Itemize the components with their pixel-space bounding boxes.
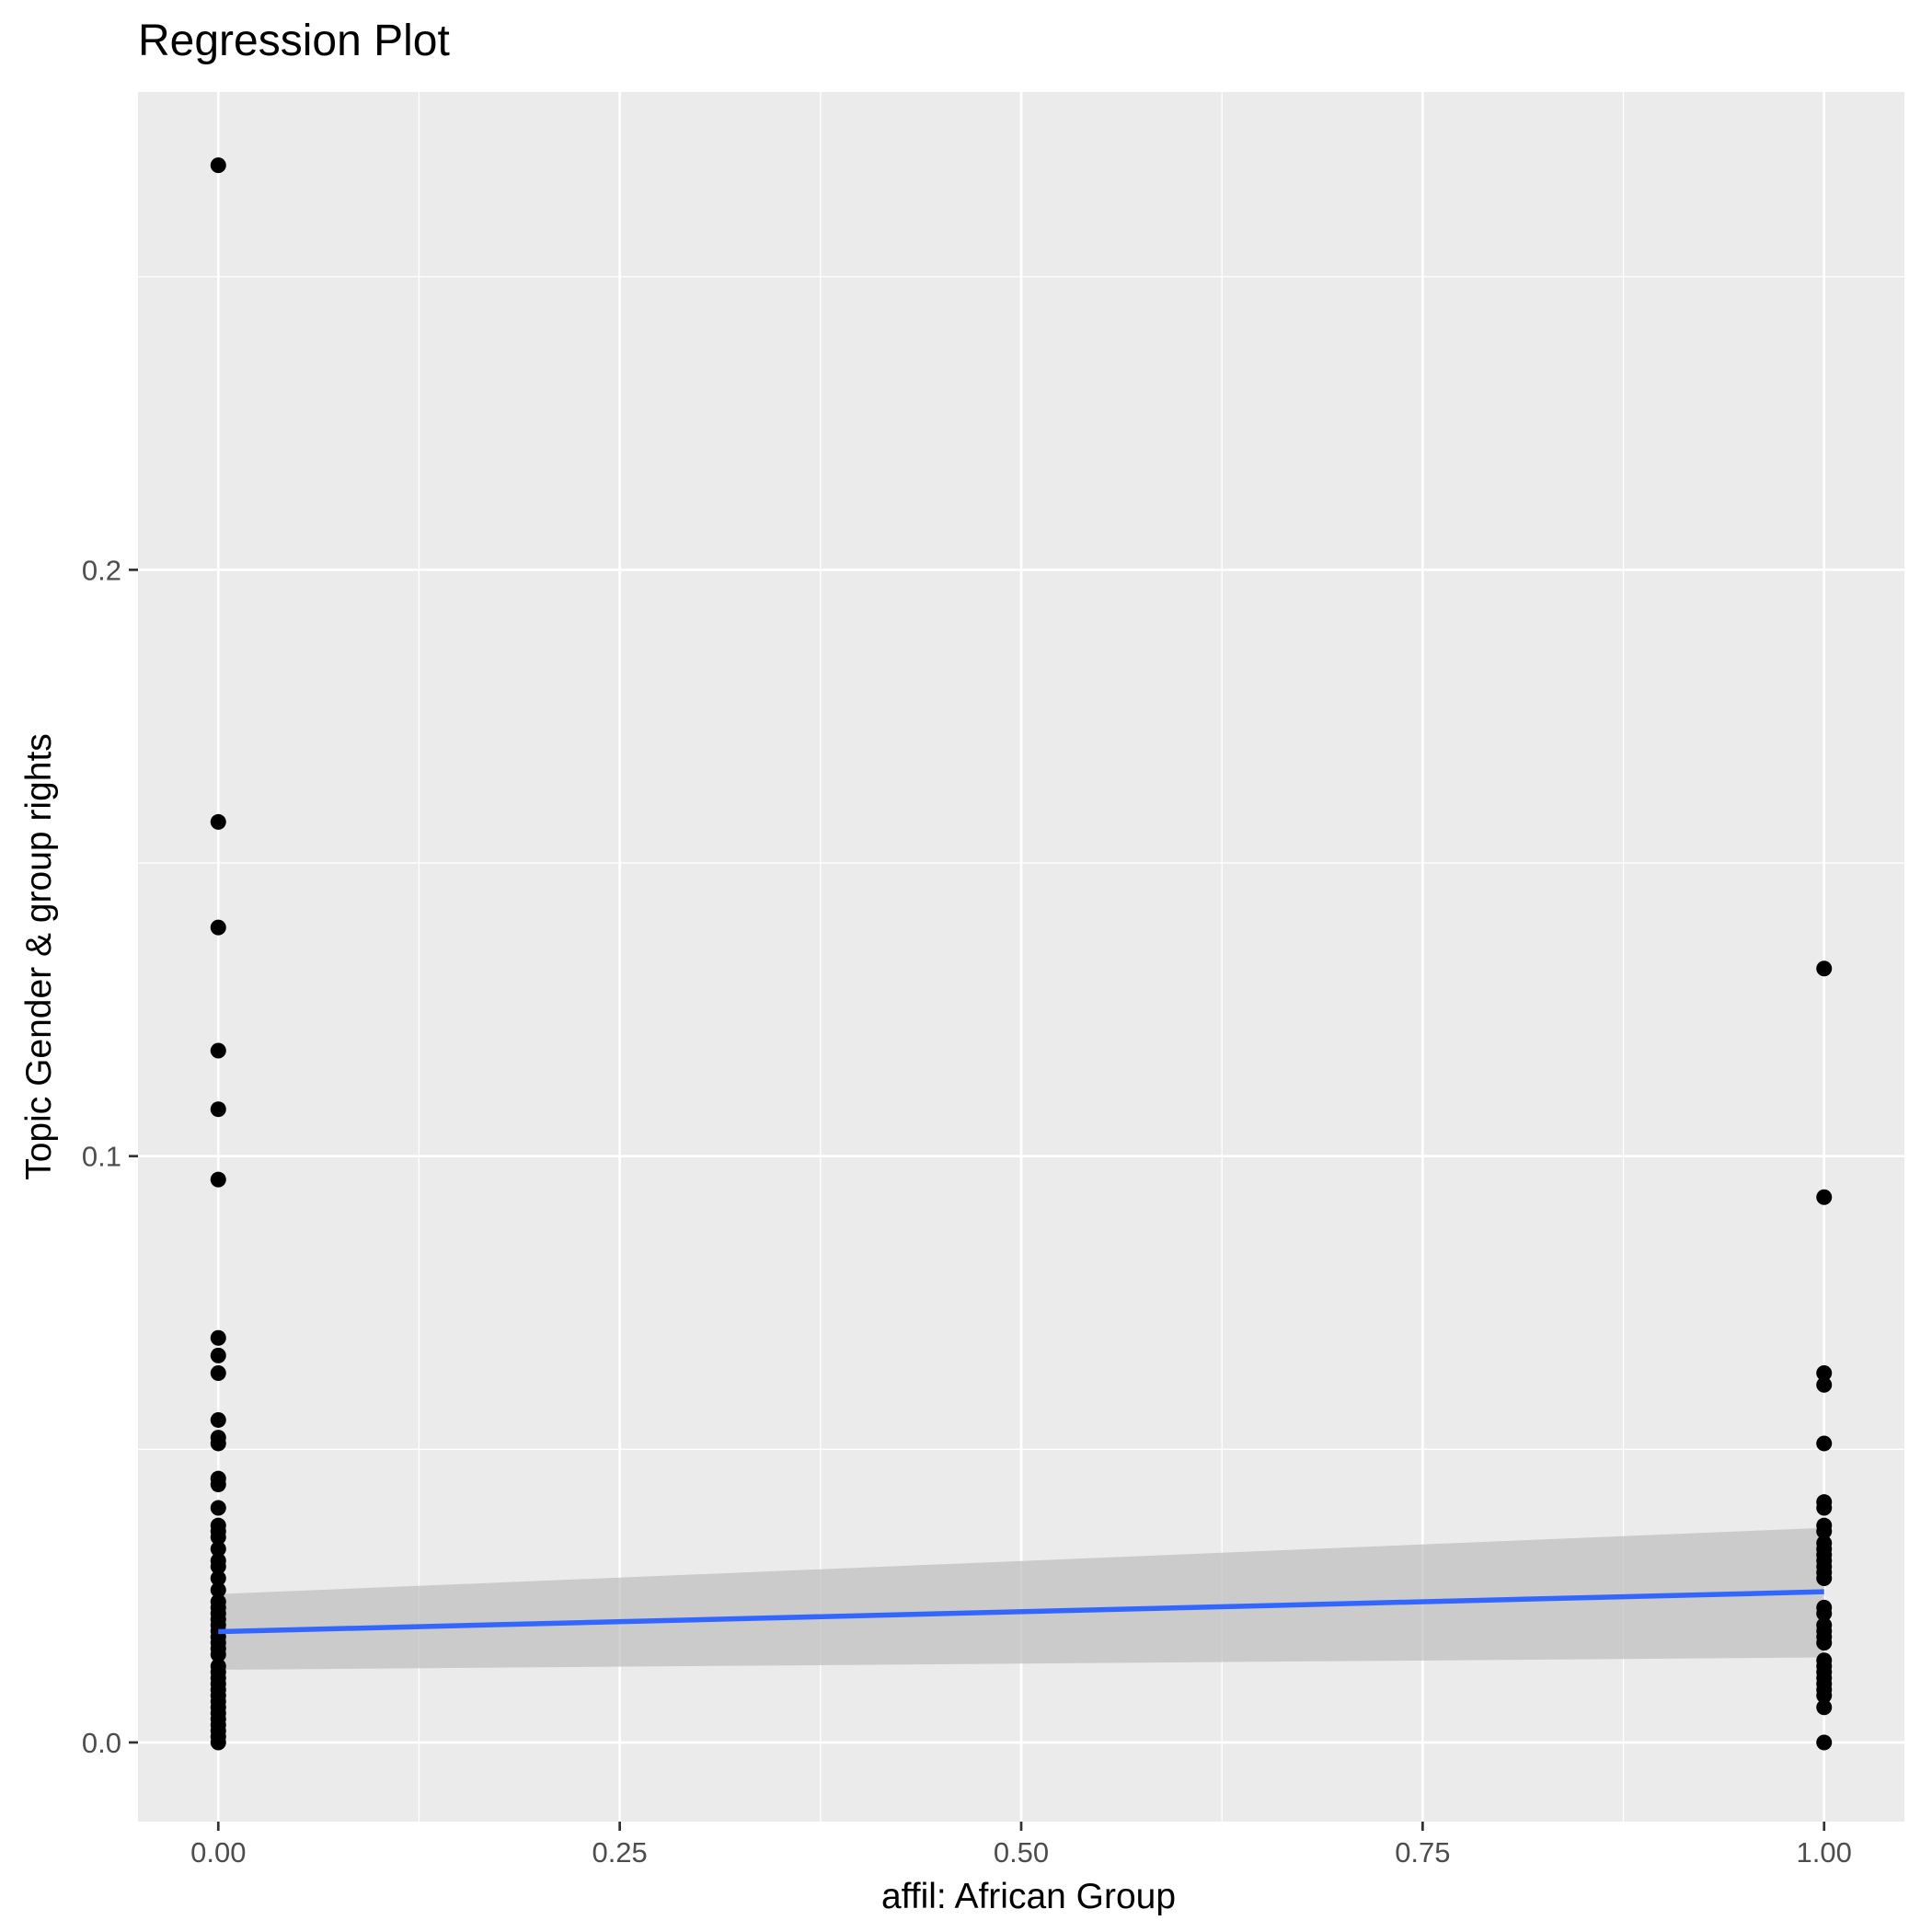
x-tick-label: 1.00 [1797,1836,1852,1869]
x-tick-label: 0.00 [190,1836,246,1869]
confidence-band [218,1527,1824,1670]
data-point [210,1500,226,1516]
y-axis-title: Topic Gender & group rights [19,733,59,1180]
x-axis: 0.00 0.25 0.50 0.75 1.00 [190,1822,1852,1869]
data-point [1816,1734,1833,1751]
regression-line [218,1589,1824,1635]
data-point [1816,1605,1833,1622]
data-point [1816,1364,1833,1381]
fit-line-layer [218,1589,1824,1635]
data-point [210,1541,226,1558]
data-point [1816,1635,1833,1651]
y-tick-label: 0.1 [82,1141,121,1173]
data-point [1816,1687,1833,1704]
x-tick-label: 0.50 [994,1836,1049,1869]
points-layer [210,157,1833,1751]
data-point [210,1477,226,1493]
chart-title: Regression Plot [138,17,450,65]
data-point [210,1347,226,1363]
data-point [1816,1524,1833,1540]
y-axis: 0.0 0.1 0.2 [82,554,138,1759]
x-axis-title: affil: African Group [881,1877,1176,1916]
data-point [1816,1570,1833,1587]
data-point [210,1435,226,1452]
data-point [210,1646,226,1662]
data-point [210,1042,226,1059]
data-point [210,1529,226,1546]
data-point [210,1558,226,1575]
data-point [210,1171,226,1188]
data-point [210,1101,226,1118]
data-point [210,1734,226,1751]
data-point [210,157,226,174]
data-point [210,1329,226,1346]
data-point [1816,1376,1833,1393]
grid-major [138,92,1904,1822]
data-point [1816,1189,1833,1205]
x-tick-label: 0.75 [1395,1836,1450,1869]
data-point [1816,960,1833,977]
y-tick-label: 0.0 [82,1727,121,1759]
y-tick-label: 0.2 [82,554,121,586]
data-point [210,1411,226,1428]
x-tick-label: 0.25 [592,1836,647,1869]
data-point [1816,1500,1833,1516]
data-point [210,1570,226,1587]
data-point [210,919,226,936]
data-point [210,1581,226,1598]
data-point [210,813,226,830]
data-point [210,1364,226,1381]
data-point [1816,1699,1833,1716]
data-point [1816,1435,1833,1452]
confidence-band-layer [218,1527,1824,1670]
